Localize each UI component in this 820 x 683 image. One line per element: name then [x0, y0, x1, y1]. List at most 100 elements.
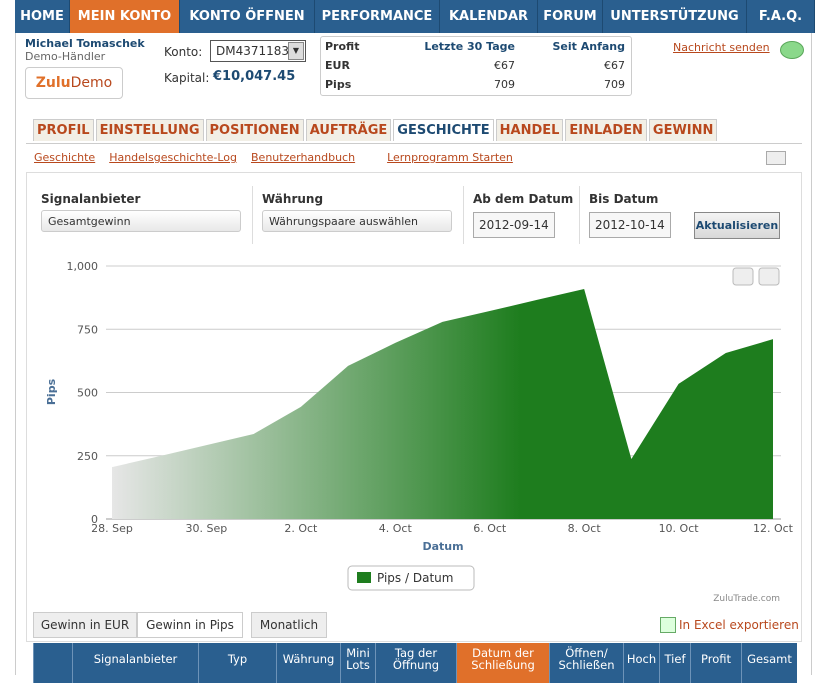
filter-control[interactable]: 2012-10-14 [589, 212, 671, 238]
header-cell[interactable]: Tief [659, 643, 690, 683]
header-cell[interactable]: Tag der Öffnung [375, 643, 456, 683]
sublink[interactable]: Geschichte [34, 151, 96, 164]
table-header: Signalanbieter Typ Währung Mini Lots Tag der… [33, 643, 797, 683]
tab[interactable]: POSITIONEN [205, 119, 304, 141]
header-cell[interactable]: Signalanbieter [72, 643, 198, 683]
main-nav: HOME MEIN KONTO KONTO ÖFFNEN PERFORMANCE KAL… [15, 0, 815, 33]
konto-select[interactable]: DM4371183 ▼ [210, 40, 306, 62]
filter-divider [463, 186, 464, 244]
summary-table: Profit Letzte 30 Tage Seit Anfang EUR €67 €67… [320, 36, 632, 96]
excel-export[interactable]: In Excel exportieren [679, 618, 799, 632]
y-tick-label: 0 [91, 513, 98, 526]
tab[interactable]: GESCHICHTE [393, 119, 494, 141]
sublink[interactable]: Handelsgeschichte-Log [109, 151, 237, 164]
konto-label: Konto: [164, 45, 203, 59]
nav-item[interactable]: UNTERSTÜTZUNG [603, 0, 747, 33]
user-name: Michael Tomaschek [25, 37, 145, 50]
kapital-value: €10,047.45 [213, 69, 296, 84]
x-tick-label: 10. Oct [659, 522, 700, 535]
filter-label: Bis Datum [589, 192, 659, 206]
header-cell[interactable]: Datum der Schließung [456, 643, 549, 683]
filter-divider [252, 186, 253, 244]
summary-header: Profit [325, 40, 360, 53]
filter-control[interactable]: Währungspaare auswählen [262, 210, 452, 232]
filter-label: Ab dem Datum [473, 192, 574, 206]
nav-item[interactable]: HOME [15, 0, 70, 33]
chart: Pips Datum ZuluTrade.com 0 250 500 750 1,000… [45, 260, 794, 604]
x-axis-title: Datum [422, 540, 463, 553]
summary-cell: Pips [325, 78, 352, 91]
header-cell[interactable]: Mini Lots [340, 643, 375, 683]
excel-icon [660, 617, 676, 633]
y-axis-title: Pips [45, 378, 58, 405]
view-button[interactable]: Gewinn in EUR [33, 612, 137, 638]
header-cell[interactable]: Öffnen/ Schließen [549, 643, 623, 683]
x-tick-label: 4. Oct [379, 522, 413, 535]
header-cell[interactable]: Gesamt [741, 643, 797, 683]
tab[interactable]: AUFTRÄGE [305, 119, 392, 141]
nav-item[interactable]: KALENDAR [440, 0, 538, 33]
x-tick-label: 6. Oct [473, 522, 507, 535]
y-tick-label: 500 [77, 387, 98, 400]
header-cell[interactable]: Währung [276, 643, 340, 683]
user-role: Demo-Händler [25, 50, 106, 63]
header-cell[interactable]: Hoch [623, 643, 659, 683]
logo: ZuluDemo [25, 67, 123, 99]
y-tick-label: 250 [77, 450, 98, 463]
history-panel [26, 172, 802, 642]
dropdown-arrow: ▼ [288, 42, 304, 60]
summary-cell: 709 [494, 78, 515, 91]
summary-cell: €67 [494, 59, 515, 72]
print-icon[interactable] [732, 267, 754, 286]
x-tick-label: 28. Sep [91, 522, 133, 535]
summary-header: Letzte 30 Tage [424, 40, 515, 53]
tab[interactable]: PROFIL [33, 119, 94, 141]
chat-icon [780, 41, 804, 59]
tab[interactable]: EINLADEN [565, 119, 647, 141]
filter-label: Währung [262, 192, 324, 206]
filter-control[interactable]: Gesamtgewinn [41, 210, 241, 232]
sublink[interactable]: Benutzerhandbuch [251, 151, 356, 164]
legend-swatch [357, 572, 371, 583]
send-message[interactable]: Nachricht senden [673, 41, 770, 54]
logo-brand: Zulu [35, 75, 71, 91]
x-tick-label: 2. Oct [284, 522, 318, 535]
header-cell-blank [33, 643, 72, 683]
konto-value: DM4371183 [216, 44, 290, 58]
header-cell[interactable]: Typ [198, 643, 276, 683]
kapital-label: Kapital: [164, 71, 210, 85]
x-tick-label: 12. Oct [753, 522, 794, 535]
filter-label: Signalanbieter [41, 192, 141, 206]
area [112, 289, 773, 519]
nav-item[interactable]: FORUM [538, 0, 603, 33]
header-cell[interactable]: Profit [690, 643, 741, 683]
legend-label: Pips / Datum [377, 571, 453, 585]
summary-cell: EUR [325, 59, 350, 72]
tab-line [26, 143, 802, 144]
credit: ZuluTrade.com [713, 594, 780, 604]
summary-header: Seit Anfang [552, 40, 626, 53]
content-frame [15, 33, 812, 675]
y-tick-label: 750 [77, 323, 98, 336]
nav-item[interactable]: KONTO ÖFFNEN [180, 0, 315, 33]
filter-divider [579, 186, 580, 244]
view-button[interactable]: Monatlich [251, 612, 327, 638]
sublinks: Geschichte Handelsgeschichte-Log Benutzerh… [34, 151, 513, 164]
download-icon[interactable] [758, 267, 780, 286]
view-button[interactable]: Gewinn in Pips [137, 612, 243, 638]
logo-suffix: Demo [70, 75, 113, 91]
filter-control[interactable]: 2012-09-14 [473, 212, 555, 238]
nav-item[interactable]: F.A.Q. [747, 0, 815, 33]
tab[interactable]: HANDEL [495, 119, 564, 141]
nav-item[interactable]: MEIN KONTO [70, 0, 180, 33]
tab[interactable]: GEWINN [648, 119, 718, 141]
sublink[interactable]: Lernprogramm Starten [387, 151, 513, 164]
tabs: PROFIL EINSTELLUNG POSITIONEN AUFTRÄGE GESCH… [33, 119, 719, 141]
y-tick-label: 1,000 [67, 260, 99, 273]
nav-item[interactable]: PERFORMANCE [315, 0, 440, 33]
mail-icon [766, 151, 786, 165]
summary-cell: €67 [604, 59, 625, 72]
tab[interactable]: EINSTELLUNG [95, 119, 204, 141]
update-button[interactable]: Aktualisieren [694, 212, 780, 239]
